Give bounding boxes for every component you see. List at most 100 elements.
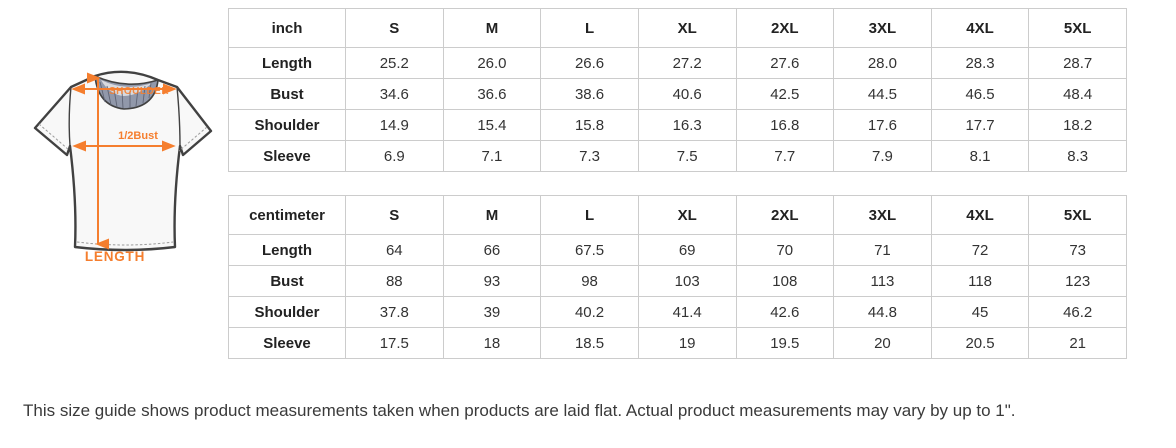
measurement-row: Shoulder 14.9 15.4 15.8 16.3 16.8 17.6 17.7 18.2 <box>228 109 1127 141</box>
value-cell: 17.5 <box>345 327 444 359</box>
value-cell: 26.0 <box>442 47 542 79</box>
shoulder-arrow-label: SHOULDER <box>109 86 169 97</box>
value-cell: 16.3 <box>637 109 737 141</box>
value-cell: 18 <box>442 327 542 359</box>
value-cell: 14.9 <box>345 109 444 141</box>
measurement-row: Shoulder 37.8 39 40.2 41.4 42.6 44.8 45 46.2 <box>228 296 1127 328</box>
value-cell: 17.7 <box>930 109 1030 141</box>
size-header-cell: L <box>540 8 639 48</box>
size-tables-area: inch S M L XL 2XL 3XL 4XL 5XL Length 25.2 26.0 26.6 2… <box>228 8 1127 359</box>
value-cell: 16.8 <box>735 109 835 141</box>
measurement-row: Sleeve 17.5 18 18.5 19 19.5 20 20.5 21 <box>228 327 1127 359</box>
size-header-cell: L <box>540 195 639 235</box>
value-cell: 118 <box>930 265 1030 297</box>
value-cell: 67.5 <box>540 234 639 266</box>
value-cell: 36.6 <box>442 78 542 110</box>
size-header-cell: 5XL <box>1028 8 1127 48</box>
value-cell: 44.5 <box>833 78 932 110</box>
value-cell: 20.5 <box>930 327 1030 359</box>
value-cell: 42.5 <box>735 78 835 110</box>
value-cell: 18.2 <box>1028 109 1127 141</box>
value-cell: 38.6 <box>540 78 639 110</box>
length-arrow-label: LENGTH <box>85 249 145 264</box>
tshirt-diagram-svg: SHOULDER 1/2Bust LENGTH <box>33 70 213 264</box>
value-cell: 34.6 <box>345 78 444 110</box>
value-cell: 123 <box>1028 265 1127 297</box>
row-label-cell: Bust <box>228 265 346 297</box>
value-cell: 26.6 <box>540 47 639 79</box>
header-row: inch S M L XL 2XL 3XL 4XL 5XL <box>228 8 1127 48</box>
value-cell: 7.9 <box>833 140 932 172</box>
row-label-cell: Shoulder <box>228 109 346 141</box>
value-cell: 8.1 <box>930 140 1030 172</box>
centimeter-size-table: centimeter S M L XL 2XL 3XL 4XL 5XL Length 64 66 67.… <box>228 195 1127 359</box>
value-cell: 7.1 <box>442 140 542 172</box>
value-cell: 46.2 <box>1028 296 1127 328</box>
size-header-cell: M <box>442 8 542 48</box>
value-cell: 69 <box>637 234 737 266</box>
value-cell: 20 <box>833 327 932 359</box>
value-cell: 28.0 <box>833 47 932 79</box>
row-label-cell: Sleeve <box>228 140 346 172</box>
value-cell: 28.7 <box>1028 47 1127 79</box>
value-cell: 113 <box>833 265 932 297</box>
size-header-cell: S <box>345 8 444 48</box>
value-cell: 88 <box>345 265 444 297</box>
measurement-row: Length 64 66 67.5 69 70 71 72 73 <box>228 234 1127 266</box>
row-label-cell: Bust <box>228 78 346 110</box>
value-cell: 7.3 <box>540 140 639 172</box>
size-header-cell: 4XL <box>930 195 1030 235</box>
size-header-cell: 5XL <box>1028 195 1127 235</box>
measurement-row: Sleeve 6.9 7.1 7.3 7.5 7.7 7.9 8.1 8.3 <box>228 140 1127 172</box>
inch-size-table: inch S M L XL 2XL 3XL 4XL 5XL Length 25.2 26.0 26.6 2… <box>228 8 1127 172</box>
row-label-cell: Shoulder <box>228 296 346 328</box>
value-cell: 37.8 <box>345 296 444 328</box>
value-cell: 44.8 <box>833 296 932 328</box>
size-header-cell: XL <box>637 8 737 48</box>
size-header-cell: 4XL <box>930 8 1030 48</box>
measurement-row: Bust 88 93 98 103 108 113 118 123 <box>228 265 1127 297</box>
value-cell: 40.6 <box>637 78 737 110</box>
unit-header-cell: inch <box>228 8 346 48</box>
size-header-cell: M <box>442 195 542 235</box>
size-header-cell: 2XL <box>735 8 835 48</box>
value-cell: 21 <box>1028 327 1127 359</box>
value-cell: 41.4 <box>637 296 737 328</box>
value-cell: 15.8 <box>540 109 639 141</box>
value-cell: 27.6 <box>735 47 835 79</box>
value-cell: 19.5 <box>735 327 835 359</box>
row-label-cell: Sleeve <box>228 327 346 359</box>
value-cell: 8.3 <box>1028 140 1127 172</box>
value-cell: 40.2 <box>540 296 639 328</box>
value-cell: 70 <box>735 234 835 266</box>
size-header-cell: S <box>345 195 444 235</box>
size-header-cell: XL <box>637 195 737 235</box>
size-guide-disclaimer: This size guide shows product measuremen… <box>23 401 1016 420</box>
value-cell: 15.4 <box>442 109 542 141</box>
value-cell: 28.3 <box>930 47 1030 79</box>
size-header-cell: 3XL <box>833 8 932 48</box>
value-cell: 108 <box>735 265 835 297</box>
unit-header-cell: centimeter <box>228 195 346 235</box>
value-cell: 98 <box>540 265 639 297</box>
bust-arrow-label: 1/2Bust <box>118 130 158 142</box>
value-cell: 73 <box>1028 234 1127 266</box>
value-cell: 48.4 <box>1028 78 1127 110</box>
value-cell: 25.2 <box>345 47 444 79</box>
tshirt-measurement-diagram: SHOULDER 1/2Bust LENGTH <box>18 60 224 276</box>
value-cell: 7.5 <box>637 140 737 172</box>
value-cell: 72 <box>930 234 1030 266</box>
value-cell: 17.6 <box>833 109 932 141</box>
row-label-cell: Length <box>228 47 346 79</box>
tshirt-outline <box>33 70 213 252</box>
size-header-cell: 3XL <box>833 195 932 235</box>
size-header-cell: 2XL <box>735 195 835 235</box>
value-cell: 103 <box>637 265 737 297</box>
measurement-row: Bust 34.6 36.6 38.6 40.6 42.5 44.5 46.5 48.4 <box>228 78 1127 110</box>
value-cell: 71 <box>833 234 932 266</box>
measurement-arrows <box>71 72 177 250</box>
value-cell: 7.7 <box>735 140 835 172</box>
value-cell: 46.5 <box>930 78 1030 110</box>
value-cell: 6.9 <box>345 140 444 172</box>
